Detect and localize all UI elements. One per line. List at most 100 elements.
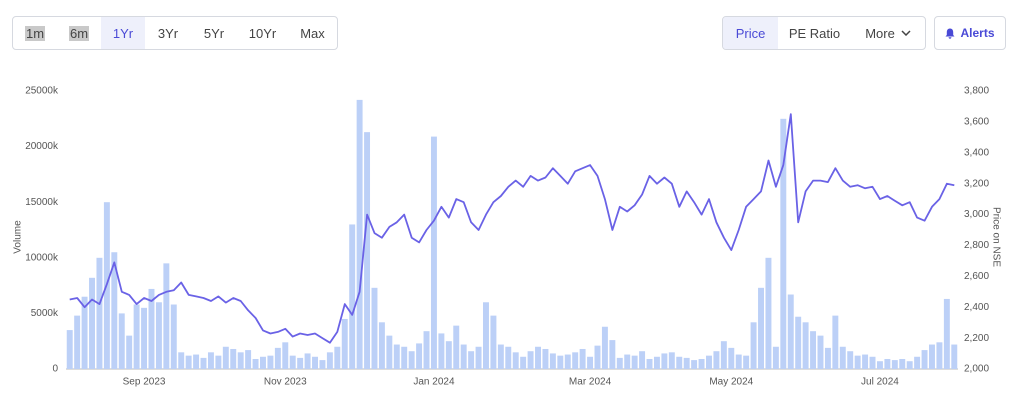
volume-bar xyxy=(943,298,950,369)
volume-bar xyxy=(334,346,341,369)
volume-bar xyxy=(929,344,935,369)
volume-bar xyxy=(185,355,192,369)
range-button[interactable]: 1m xyxy=(13,17,57,49)
volume-bar xyxy=(260,356,266,369)
x-tick-label: May 2024 xyxy=(709,377,753,388)
volume-bar xyxy=(207,352,214,369)
volume-bar xyxy=(66,330,73,369)
view-label: PE Ratio xyxy=(788,25,841,41)
volume-bar xyxy=(862,354,869,369)
volume-bar xyxy=(914,356,921,369)
volume-bar xyxy=(951,344,958,369)
volume-bar xyxy=(237,352,244,369)
volume-bar xyxy=(267,355,274,369)
y-tick-label: 25000k xyxy=(25,86,59,97)
volume-bar xyxy=(698,358,705,369)
volume-bar xyxy=(445,341,452,369)
chevron-icon xyxy=(901,30,911,36)
volume-bar xyxy=(371,287,378,369)
volume-bar xyxy=(936,342,943,369)
y2-tick-label: 2,800 xyxy=(964,240,989,251)
volume-bar xyxy=(787,294,794,369)
volume-bar xyxy=(817,335,824,369)
volume-bar xyxy=(178,352,185,369)
volume-bar xyxy=(802,322,809,369)
range-label: 1Yr xyxy=(112,25,134,41)
volume-bar xyxy=(141,307,148,369)
x-tick-label: Sep 2023 xyxy=(123,377,166,388)
volume-bar xyxy=(601,326,608,369)
volume-bar xyxy=(423,331,430,369)
range-button[interactable]: 10Yr xyxy=(237,17,288,49)
volume-bar xyxy=(89,277,95,369)
volume-bar xyxy=(609,340,616,369)
volume-bar xyxy=(475,346,482,369)
x-tick-label: Mar 2024 xyxy=(569,377,612,388)
volume-bar xyxy=(126,335,133,369)
volume-bar xyxy=(490,315,497,369)
volume-bar xyxy=(163,263,170,369)
volume-bar xyxy=(297,357,304,369)
volume-bar xyxy=(772,346,779,369)
alerts-button[interactable]: Alerts xyxy=(935,17,1005,49)
alerts-label: Alerts xyxy=(960,26,995,40)
view-button[interactable]: More xyxy=(851,17,925,49)
volume-bar xyxy=(319,360,326,369)
volume-bar xyxy=(616,357,623,369)
volume-bar xyxy=(170,304,177,369)
volume-bar xyxy=(155,302,162,369)
range-label: 5Yr xyxy=(203,25,225,41)
volume-bar xyxy=(483,302,489,369)
volume-bar xyxy=(252,358,259,369)
y-tick-label: 0 xyxy=(52,364,58,375)
volume-bar xyxy=(691,360,698,369)
range-button[interactable]: 1Yr xyxy=(101,17,145,49)
range-button[interactable]: 5Yr xyxy=(191,17,237,49)
volume-bar xyxy=(750,322,757,369)
volume-bar xyxy=(527,351,534,369)
volume-bar xyxy=(148,288,155,369)
volume-bar xyxy=(683,357,690,369)
volume-bar xyxy=(765,257,772,369)
volume-bar xyxy=(497,344,504,369)
volume-bar xyxy=(891,360,898,369)
volume-bar xyxy=(549,353,556,369)
range-button[interactable]: Max xyxy=(288,17,337,49)
view-selector: Price PE Ratio More xyxy=(722,16,926,50)
y-axis-title: Volume xyxy=(13,220,24,254)
volume-bar xyxy=(676,356,683,369)
volume-bar xyxy=(631,355,638,369)
volume-bar xyxy=(386,335,393,369)
y2-tick-label: 3,000 xyxy=(964,209,989,220)
y2-tick-label: 2,400 xyxy=(964,302,989,313)
volume-bar xyxy=(735,354,742,369)
view-button[interactable]: Price xyxy=(723,17,778,49)
volume-bar xyxy=(349,224,356,369)
volume-bar xyxy=(81,296,88,369)
volume-bar xyxy=(572,352,579,369)
volume-bar xyxy=(364,132,371,369)
volume-bar xyxy=(520,356,527,369)
y-tick-label: 5000k xyxy=(31,308,59,319)
volume-bar xyxy=(438,333,445,369)
range-button[interactable]: 6m xyxy=(57,17,101,49)
view-button[interactable]: PE Ratio xyxy=(778,17,851,49)
volume-bar xyxy=(661,353,668,369)
volume-bar xyxy=(906,361,913,369)
volume-bar xyxy=(245,350,252,369)
volume-bar xyxy=(193,354,200,369)
volume-bar xyxy=(430,136,437,369)
volume-bar xyxy=(133,304,140,369)
y2-tick-label: 3,400 xyxy=(964,147,989,158)
volume-bar xyxy=(795,316,802,369)
volume-bar xyxy=(200,357,207,369)
volume-bar xyxy=(304,353,311,369)
view-label: Price xyxy=(735,25,766,41)
volume-bar xyxy=(780,118,787,369)
volume-bar xyxy=(282,342,289,369)
x-tick-label: Jul 2024 xyxy=(861,377,899,388)
range-button[interactable]: 3Yr xyxy=(145,17,191,49)
volume-bar xyxy=(408,351,415,369)
volume-bar xyxy=(222,346,229,369)
